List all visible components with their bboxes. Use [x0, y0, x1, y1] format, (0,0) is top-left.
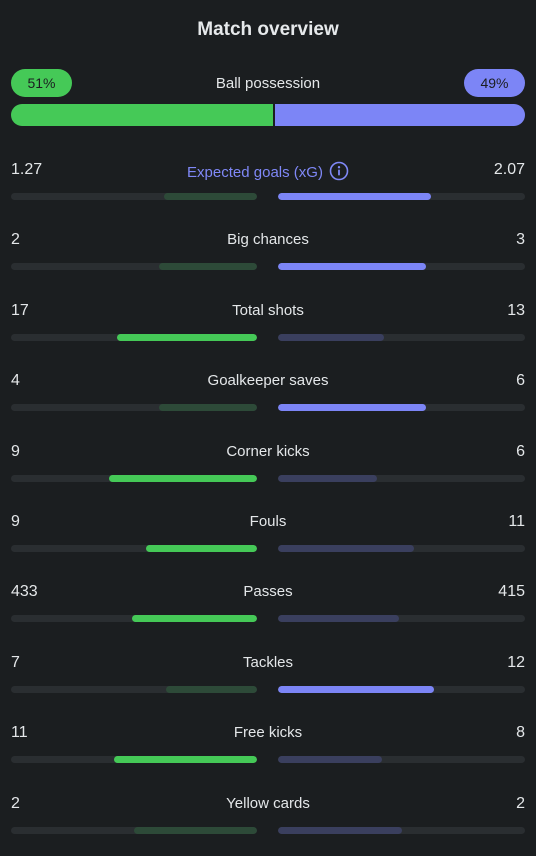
stat-label: Tackles	[11, 654, 525, 671]
away-bar-fill	[278, 404, 427, 411]
away-value: 13	[507, 302, 525, 319]
home-value: 4	[11, 372, 20, 389]
home-bar-fill	[116, 334, 257, 341]
home-bar-track	[11, 545, 257, 552]
away-value: 3	[516, 231, 525, 248]
away-bar-fill	[278, 615, 400, 622]
possession-bar	[11, 104, 525, 126]
home-bar-track	[11, 475, 257, 482]
stat-label: Big chances	[11, 231, 525, 248]
away-bar-fill	[278, 756, 382, 763]
home-value: 433	[11, 583, 38, 600]
stat-row-expected-goals: Expected goals (xG) 1.27 2.07	[11, 161, 525, 201]
home-possession-badge: 51%	[11, 69, 72, 97]
possession-bar-away	[275, 104, 525, 126]
stat-label: Fouls	[11, 513, 525, 530]
home-bar-fill	[163, 193, 257, 200]
home-bar-track	[11, 756, 257, 763]
stat-label-text: Tackles	[242, 654, 294, 671]
possession-bar-home	[11, 104, 274, 126]
away-bar-fill	[278, 263, 427, 270]
home-bar-fill	[165, 686, 257, 693]
possession-label: Ball possession	[215, 75, 321, 92]
home-value: 7	[11, 654, 20, 671]
away-bar-fill	[278, 475, 377, 482]
home-bar-fill	[158, 404, 257, 411]
stat-label: Goalkeeper saves	[11, 372, 525, 389]
stat-label: Corner kicks	[11, 443, 525, 460]
home-bar-fill	[134, 827, 257, 834]
stat-row-big-chances: Big chances 2 3	[11, 231, 525, 271]
info-icon[interactable]	[329, 161, 349, 181]
away-bar-track	[278, 686, 525, 693]
stat-row-tackles: Tackles 7 12	[11, 654, 525, 694]
stat-label-text: Goalkeeper saves	[207, 372, 329, 389]
home-bar-fill	[131, 615, 257, 622]
home-bar-track	[11, 686, 257, 693]
away-value: 6	[516, 372, 525, 389]
home-bar-fill	[109, 475, 257, 482]
away-bar-fill	[278, 686, 434, 693]
away-bar-track	[278, 334, 525, 341]
away-value: 415	[498, 583, 525, 600]
away-bar-fill	[278, 334, 385, 341]
stat-label-text: Corner kicks	[226, 443, 310, 460]
stat-row-corner-kicks: Corner kicks 9 6	[11, 443, 525, 483]
away-value: 12	[507, 654, 525, 671]
away-value: 2	[516, 795, 525, 812]
home-bar-track	[11, 404, 257, 411]
stat-label: Yellow cards	[11, 795, 525, 812]
home-bar-track	[11, 615, 257, 622]
stat-label-text: Total shots	[232, 302, 304, 319]
stat-label-text: Free kicks	[233, 724, 303, 741]
stat-label-text: Big chances	[227, 231, 309, 248]
stat-label[interactable]: Expected goals (xG)	[11, 161, 525, 181]
home-value: 2	[11, 795, 20, 812]
home-bar-track	[11, 827, 257, 834]
stat-label: Free kicks	[11, 724, 525, 741]
away-bar-track	[278, 545, 525, 552]
away-bar-track	[278, 193, 525, 200]
home-bar-fill	[146, 545, 257, 552]
stat-label-text: Fouls	[249, 513, 287, 530]
stat-row-total-shots: Total shots 17 13	[11, 302, 525, 342]
stat-row-goalkeeper-saves: Goalkeeper saves 4 6	[11, 372, 525, 412]
away-bar-track	[278, 756, 525, 763]
away-bar-track	[278, 404, 525, 411]
away-bar-track	[278, 827, 525, 834]
home-value: 2	[11, 231, 20, 248]
home-bar-fill	[114, 756, 257, 763]
home-value: 1.27	[11, 161, 43, 178]
stat-label-text: Yellow cards	[226, 795, 310, 812]
stat-row-free-kicks: Free kicks 11 8	[11, 724, 525, 764]
home-bar-track	[11, 193, 257, 200]
away-value: 8	[516, 724, 525, 741]
home-bar-track	[11, 263, 257, 270]
stat-label-text: Passes	[243, 583, 293, 600]
home-value: 11	[11, 724, 28, 741]
stat-row-fouls: Fouls 9 11	[11, 513, 525, 553]
away-bar-track	[278, 615, 525, 622]
home-bar-track	[11, 334, 257, 341]
away-bar-track	[278, 475, 525, 482]
away-bar-fill	[278, 545, 414, 552]
away-bar-fill	[278, 193, 432, 200]
page-title: Match overview	[197, 19, 339, 40]
away-bar-fill	[278, 827, 402, 834]
away-value: 6	[516, 443, 525, 460]
home-value: 9	[11, 513, 20, 530]
home-bar-fill	[158, 263, 257, 270]
stat-label: Passes	[11, 583, 525, 600]
stat-row-yellow-cards: Yellow cards 2 2	[11, 795, 525, 835]
stat-row-passes: Passes 433 415	[11, 583, 525, 623]
away-bar-track	[278, 263, 525, 270]
stat-label: Total shots	[11, 302, 525, 319]
home-value: 9	[11, 443, 20, 460]
stat-label-text: Expected goals (xG)	[187, 164, 323, 181]
away-possession-badge: 49%	[464, 69, 525, 97]
home-value: 17	[11, 302, 29, 319]
away-value: 11	[508, 513, 525, 530]
away-value: 2.07	[493, 161, 525, 178]
